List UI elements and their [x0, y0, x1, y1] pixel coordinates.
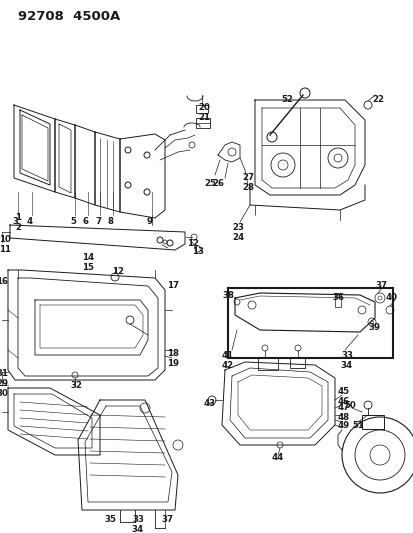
Text: 7: 7 — [95, 217, 101, 227]
Text: 8: 8 — [108, 217, 114, 227]
Text: 51: 51 — [351, 421, 363, 430]
Bar — [289, 358, 304, 368]
Text: 5: 5 — [70, 217, 76, 227]
Text: 21: 21 — [197, 114, 209, 123]
Text: 10: 10 — [0, 236, 11, 245]
Text: 36: 36 — [331, 294, 343, 303]
Bar — [334, 293, 340, 307]
Text: 9: 9 — [147, 217, 153, 227]
Text: 23: 23 — [231, 223, 243, 232]
Text: 26: 26 — [211, 179, 223, 188]
Text: 2: 2 — [15, 223, 21, 232]
Text: 35: 35 — [104, 515, 116, 524]
Text: 14: 14 — [82, 254, 94, 262]
Text: 48: 48 — [337, 414, 349, 423]
Text: 47: 47 — [337, 403, 349, 413]
Text: 12: 12 — [187, 239, 199, 248]
Text: 92708  4500A: 92708 4500A — [18, 10, 120, 23]
Text: 39: 39 — [367, 324, 379, 333]
Text: 52: 52 — [280, 95, 292, 104]
Text: 31: 31 — [0, 369, 8, 378]
Text: 45: 45 — [337, 387, 349, 397]
Bar — [228, 288, 392, 358]
Text: 32: 32 — [70, 381, 82, 390]
Text: 16: 16 — [0, 278, 8, 287]
Text: 24: 24 — [231, 233, 244, 243]
Text: 12: 12 — [112, 268, 124, 277]
Text: 22: 22 — [371, 95, 383, 104]
Bar — [195, 118, 209, 128]
Text: 40: 40 — [385, 293, 397, 302]
Text: 25: 25 — [204, 179, 216, 188]
Text: 11: 11 — [0, 246, 11, 254]
Text: 33: 33 — [132, 515, 144, 524]
Text: 34: 34 — [340, 360, 352, 369]
Text: 13: 13 — [192, 247, 204, 256]
Text: 29: 29 — [0, 378, 8, 387]
Text: 43: 43 — [204, 399, 216, 408]
Text: 3: 3 — [12, 217, 18, 227]
Text: 49: 49 — [337, 421, 349, 430]
Text: 38: 38 — [221, 290, 233, 300]
Text: 28: 28 — [242, 183, 254, 192]
Bar — [257, 358, 277, 370]
Text: 37: 37 — [375, 280, 387, 289]
Text: 34: 34 — [132, 526, 144, 533]
Text: 33: 33 — [340, 351, 352, 359]
Text: 27: 27 — [241, 174, 254, 182]
Text: 1: 1 — [15, 214, 21, 222]
Text: 15: 15 — [82, 263, 94, 272]
Text: 44: 44 — [271, 454, 283, 463]
Text: 37: 37 — [161, 515, 173, 524]
Text: 50: 50 — [343, 400, 355, 409]
Text: 6: 6 — [83, 217, 89, 227]
Text: 42: 42 — [221, 360, 233, 369]
Text: 18: 18 — [166, 349, 178, 358]
Text: 17: 17 — [166, 280, 179, 289]
Text: 41: 41 — [221, 351, 233, 359]
Text: 46: 46 — [337, 398, 349, 407]
Text: 30: 30 — [0, 389, 8, 398]
Text: 19: 19 — [166, 359, 178, 367]
Text: 20: 20 — [197, 103, 209, 112]
Bar — [361, 415, 383, 429]
Bar — [195, 105, 207, 113]
Text: 4: 4 — [27, 217, 33, 227]
